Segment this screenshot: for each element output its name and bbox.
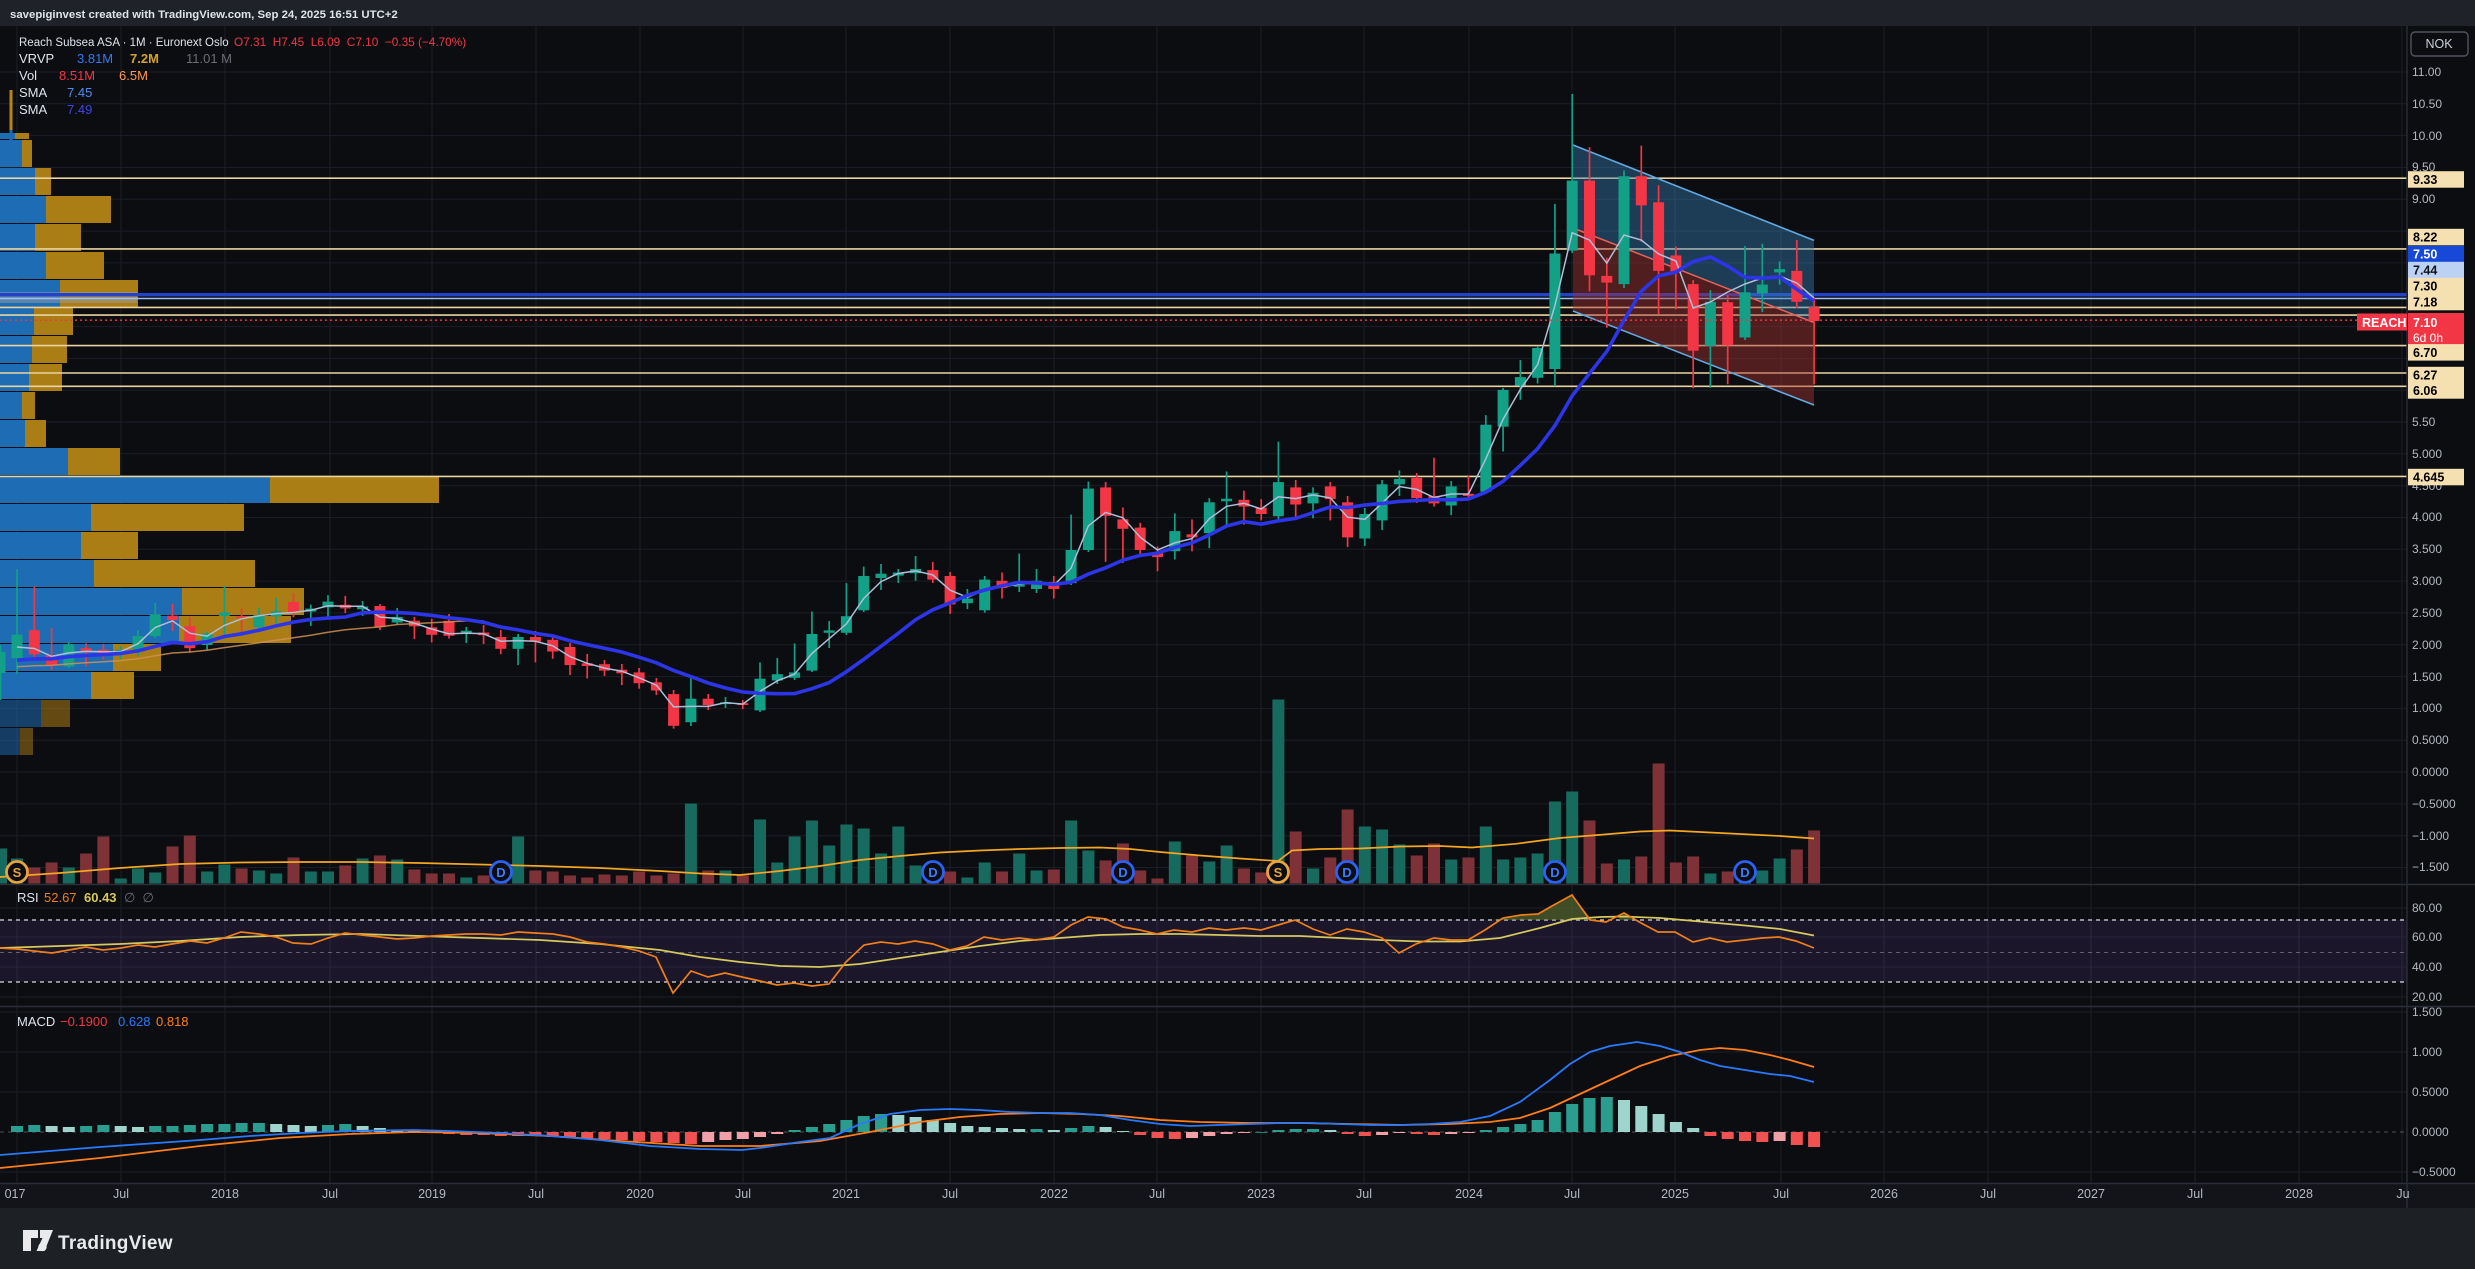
svg-text:Jul: Jul <box>113 1187 129 1201</box>
svg-text:0.5000: 0.5000 <box>2412 1085 2449 1099</box>
svg-text:8.22: 8.22 <box>2413 231 2437 245</box>
svg-text:11.01 M: 11.01 M <box>186 51 232 66</box>
svg-text:2019: 2019 <box>418 1187 446 1201</box>
svg-text:D: D <box>928 865 937 880</box>
svg-text:6.5M: 6.5M <box>119 68 148 83</box>
svg-text:−1.500: −1.500 <box>2412 860 2449 874</box>
svg-text:3.500: 3.500 <box>2412 542 2442 556</box>
svg-text:Jul: Jul <box>2187 1187 2203 1201</box>
svg-text:−0.5000: −0.5000 <box>2412 1165 2456 1179</box>
svg-text:0.5000: 0.5000 <box>2412 733 2449 747</box>
svg-text:7.50: 7.50 <box>2413 248 2437 262</box>
svg-text:Jul: Jul <box>942 1187 958 1201</box>
svg-text:D: D <box>1342 865 1351 880</box>
svg-text:20.00: 20.00 <box>2412 990 2442 1004</box>
svg-text:savepiginvest created with Tra: savepiginvest created with TradingView.c… <box>10 9 398 21</box>
svg-text:2023: 2023 <box>1247 1187 1275 1201</box>
svg-text:1.500: 1.500 <box>2412 670 2442 684</box>
svg-text:−0.5000: −0.5000 <box>2412 797 2456 811</box>
svg-text:RSI: RSI <box>17 890 39 905</box>
svg-text:2021: 2021 <box>832 1187 860 1201</box>
svg-text:SMA: SMA <box>19 102 48 117</box>
svg-text:1.000: 1.000 <box>2412 701 2442 715</box>
svg-text:2024: 2024 <box>1455 1187 1483 1201</box>
svg-text:TradingView: TradingView <box>58 1233 173 1254</box>
svg-text:40.00: 40.00 <box>2412 960 2442 974</box>
svg-text:Jul: Jul <box>1564 1187 1580 1201</box>
svg-text:017: 017 <box>5 1187 26 1201</box>
svg-text:D: D <box>496 865 505 880</box>
svg-text:S: S <box>1274 865 1283 880</box>
svg-text:2026: 2026 <box>1870 1187 1898 1201</box>
svg-text:Reach Subsea ASA · 1M · Eurone: Reach Subsea ASA · 1M · Euronext Oslo <box>19 37 229 49</box>
svg-text:4.000: 4.000 <box>2412 510 2442 524</box>
svg-text:6.70: 6.70 <box>2413 346 2437 360</box>
svg-text:7.18: 7.18 <box>2413 296 2437 310</box>
svg-text:−1.000: −1.000 <box>2412 829 2449 843</box>
svg-text:3.000: 3.000 <box>2412 574 2442 588</box>
svg-text:REACH: REACH <box>2362 316 2406 330</box>
svg-text:MACD: MACD <box>17 1014 55 1029</box>
svg-text:11.00: 11.00 <box>2412 65 2441 79</box>
svg-text:6d 0h: 6d 0h <box>2413 331 2443 345</box>
svg-text:D: D <box>1740 865 1749 880</box>
svg-text:60.00: 60.00 <box>2412 930 2442 944</box>
svg-text:0.818: 0.818 <box>156 1014 189 1029</box>
svg-text:D: D <box>1550 865 1559 880</box>
svg-text:Jul: Jul <box>1149 1187 1165 1201</box>
svg-text:VRVP: VRVP <box>19 51 54 66</box>
svg-text:S: S <box>13 865 22 880</box>
svg-text:9.50: 9.50 <box>2412 160 2436 174</box>
svg-text:2.000: 2.000 <box>2412 638 2442 652</box>
svg-text:6.27: 6.27 <box>2413 369 2437 383</box>
svg-text:2025: 2025 <box>1661 1187 1689 1201</box>
svg-text:∅ ∅: ∅ ∅ <box>124 890 154 905</box>
svg-text:9.33: 9.33 <box>2413 173 2437 187</box>
svg-text:O7.31 H7.45 L6.09 C7.10 −0: O7.31 H7.45 L6.09 C7.10 −0.35 (−4.70%) <box>234 35 466 49</box>
svg-text:D: D <box>1118 865 1127 880</box>
svg-text:Jul: Jul <box>1980 1187 1996 1201</box>
svg-text:2027: 2027 <box>2077 1187 2105 1201</box>
svg-text:60.43: 60.43 <box>84 890 117 905</box>
svg-text:−0.1900: −0.1900 <box>60 1014 107 1029</box>
svg-text:Jul: Jul <box>1773 1187 1789 1201</box>
svg-text:4.645: 4.645 <box>2413 471 2444 485</box>
svg-text:Jul: Jul <box>735 1187 751 1201</box>
svg-text:3.81M: 3.81M <box>77 51 113 66</box>
svg-text:5.50: 5.50 <box>2412 415 2436 429</box>
svg-text:2.500: 2.500 <box>2412 606 2442 620</box>
svg-text:2018: 2018 <box>211 1187 239 1201</box>
svg-text:7.2M: 7.2M <box>130 51 159 66</box>
svg-text:2028: 2028 <box>2285 1187 2313 1201</box>
svg-text:SMA: SMA <box>19 85 48 100</box>
svg-text:2020: 2020 <box>626 1187 654 1201</box>
svg-text:8.51M: 8.51M <box>59 68 95 83</box>
svg-text:7.44: 7.44 <box>2413 264 2437 278</box>
svg-text:Jul: Jul <box>1356 1187 1372 1201</box>
svg-text:52.67: 52.67 <box>44 890 77 905</box>
svg-text:7.30: 7.30 <box>2413 280 2437 294</box>
svg-text:5.000: 5.000 <box>2412 447 2442 461</box>
svg-text:7.10: 7.10 <box>2413 316 2437 330</box>
svg-text:Ju: Ju <box>2396 1187 2409 1201</box>
svg-text:0.0000: 0.0000 <box>2412 765 2449 779</box>
svg-text:10.00: 10.00 <box>2412 129 2442 143</box>
svg-text:7.45: 7.45 <box>67 85 92 100</box>
svg-text:2022: 2022 <box>1040 1187 1068 1201</box>
svg-text:10.50: 10.50 <box>2412 97 2442 111</box>
svg-text:9.00: 9.00 <box>2412 192 2436 206</box>
svg-text:0.628: 0.628 <box>118 1014 151 1029</box>
svg-text:80.00: 80.00 <box>2412 901 2442 915</box>
svg-text:Jul: Jul <box>528 1187 544 1201</box>
svg-text:NOK: NOK <box>2425 37 2453 51</box>
svg-text:7.49: 7.49 <box>67 102 92 117</box>
svg-text:Jul: Jul <box>322 1187 338 1201</box>
svg-text:1.000: 1.000 <box>2412 1045 2442 1059</box>
svg-text:Vol: Vol <box>19 68 37 83</box>
svg-text:6.06: 6.06 <box>2413 384 2437 398</box>
svg-text:1.500: 1.500 <box>2412 1005 2442 1019</box>
svg-text:0.0000: 0.0000 <box>2412 1125 2449 1139</box>
